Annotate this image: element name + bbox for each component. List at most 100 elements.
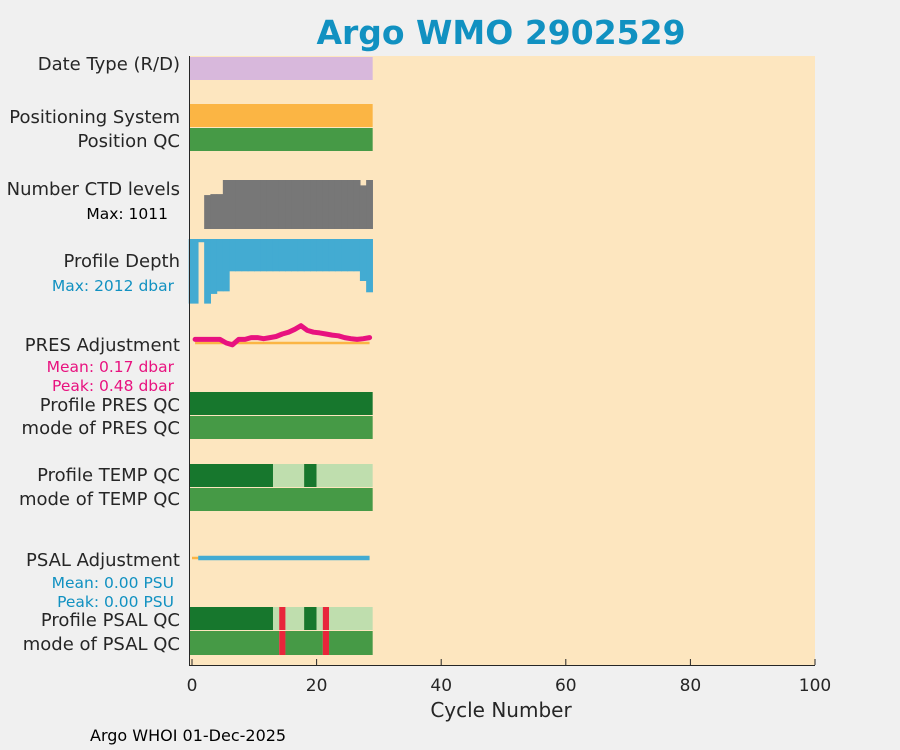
profile-depth-bar <box>197 239 205 243</box>
profile-psal-qc-segment-2 <box>279 607 286 630</box>
ctd-level-bar <box>322 180 330 229</box>
profile-depth-bar <box>229 239 236 272</box>
profile-depth-bar <box>285 239 292 272</box>
mode-temp-qc-bar <box>189 488 373 511</box>
footer-text: Argo WHOI 01-Dec-2025 <box>90 726 286 745</box>
mode-psal-qc-segment-2 <box>285 631 323 655</box>
label-mode-pres-qc: mode of PRES QC <box>22 418 180 439</box>
mode-psal-qc-segment-4 <box>329 631 373 655</box>
mode-psal-qc-segment-1 <box>279 631 286 655</box>
profile-depth-bar <box>222 239 230 292</box>
profile-depth-bar <box>278 239 286 272</box>
profile-depth-bar <box>241 239 249 272</box>
profile-depth-bar <box>235 239 243 272</box>
profile-depth-bar <box>204 239 211 304</box>
profile-depth-bar <box>366 239 373 293</box>
profile-psal-qc-segment-0 <box>189 607 273 630</box>
ctd-level-bar <box>216 194 224 229</box>
ctd-level-bar <box>334 180 342 229</box>
profile-depth-bar <box>188 239 199 304</box>
pres-adjustment-line <box>192 323 373 348</box>
label-profile-psal-qc: Profile PSAL QC <box>41 610 180 631</box>
ctd-level-bar <box>341 180 349 229</box>
profile-temp-qc-segment-3 <box>316 464 373 487</box>
ctd-level-bar <box>328 180 336 229</box>
ctd-level-bar <box>285 180 292 229</box>
mode-psal-qc-segment-3 <box>322 631 330 655</box>
x-ticks: 0 20 40 60 80 100 <box>187 659 831 696</box>
profile-depth-bar <box>254 239 261 272</box>
profile-psal-qc-segment-1 <box>272 607 280 630</box>
profile-depth-bar <box>260 239 268 272</box>
profile-psal-qc-segment-7 <box>329 607 373 630</box>
label-ctd-levels: Number CTD levels <box>7 179 180 200</box>
x-tick-label: 80 <box>680 676 702 696</box>
profile-depth-bar <box>353 239 361 272</box>
profile-depth-bar <box>328 239 336 272</box>
profile-depth-bar <box>247 239 255 272</box>
label-profile-depth: Profile Depth <box>63 251 180 272</box>
profile-psal-qc-segment-3 <box>285 607 305 630</box>
profile-depth-bar <box>341 239 349 272</box>
ctd-level-bar <box>316 180 324 229</box>
ctd-level-bar <box>222 180 230 229</box>
profile-depth-bar <box>216 239 224 292</box>
ctd-level-bar <box>359 185 367 229</box>
bars-layer <box>188 57 373 655</box>
label-position-qc: Position QC <box>77 131 180 152</box>
position-qc-bar <box>189 128 373 151</box>
label-mode-psal-qc: mode of PSAL QC <box>23 634 180 655</box>
ctd-level-bar <box>366 180 373 229</box>
psal-mean-text: Mean: 0.00 PSU <box>52 574 174 592</box>
profile-depth-bar <box>359 239 367 281</box>
chart-title: Argo WMO 2902529 <box>316 13 685 52</box>
depth-max-text: Max: 2012 dbar <box>52 277 175 295</box>
profile-pres-qc-bar <box>189 392 373 415</box>
profile-depth-bar <box>272 239 280 272</box>
ctd-level-bar <box>278 180 286 229</box>
label-pres-adjustment: PRES Adjustment <box>25 335 180 356</box>
positioning-system-bar <box>189 104 373 127</box>
profile-psal-qc-segment-4 <box>304 607 317 630</box>
ctd-level-bar <box>229 180 236 229</box>
profile-temp-qc-segment-2 <box>304 464 317 487</box>
pres-mean-text: Mean: 0.17 dbar <box>47 358 175 376</box>
ctd-level-bar <box>272 180 280 229</box>
profile-depth-bar <box>303 239 311 272</box>
ctd-max-text: Max: 1011 <box>86 205 168 223</box>
profile-temp-qc-segment-0 <box>189 464 273 487</box>
ctd-level-bar <box>266 180 274 229</box>
mode-psal-qc-segment-0 <box>189 631 280 655</box>
profile-depth-bar <box>310 239 317 272</box>
date-type-bar <box>189 57 373 80</box>
ctd-level-bar <box>235 180 243 229</box>
x-tick-label: 60 <box>555 676 577 696</box>
ctd-level-bar <box>241 180 249 229</box>
profile-psal-qc-segment-5 <box>316 607 323 630</box>
ctd-level-bar <box>260 180 268 229</box>
ctd-level-bar <box>310 180 317 229</box>
profile-depth-bar <box>316 239 324 272</box>
plot-area <box>189 56 815 665</box>
profile-depth-bar <box>297 239 305 272</box>
x-axis-label: Cycle Number <box>430 698 572 722</box>
x-tick-label: 0 <box>187 676 198 696</box>
ctd-level-bar <box>204 195 211 229</box>
profile-temp-qc-segment-1 <box>272 464 305 487</box>
profile-depth-bar <box>347 239 355 272</box>
ctd-level-bar <box>247 180 255 229</box>
ctd-level-bar <box>210 194 218 229</box>
x-tick-label: 40 <box>430 676 452 696</box>
profile-psal-qc-segment-6 <box>322 607 330 630</box>
pres-peak-text: Peak: 0.48 dbar <box>52 377 175 395</box>
ctd-level-bar <box>303 180 311 229</box>
label-positioning-system: Positioning System <box>9 107 180 128</box>
profile-depth-bar <box>334 239 342 272</box>
profile-depth-bar <box>322 239 330 272</box>
ctd-level-bar <box>353 180 361 229</box>
ctd-level-bar <box>297 180 305 229</box>
ctd-level-bar <box>254 180 261 229</box>
psal-peak-text: Peak: 0.00 PSU <box>57 593 174 611</box>
label-profile-temp-qc: Profile TEMP QC <box>37 465 180 486</box>
